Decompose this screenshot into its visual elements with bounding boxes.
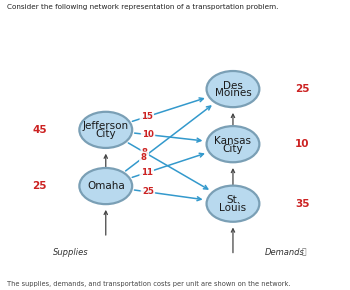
Text: 15: 15	[141, 112, 153, 121]
Text: Omaha: Omaha	[87, 181, 125, 191]
Text: Demands: Demands	[265, 248, 304, 257]
Circle shape	[79, 112, 132, 148]
Text: Kansas: Kansas	[215, 136, 251, 146]
Text: City: City	[96, 129, 116, 139]
Text: Jefferson: Jefferson	[83, 121, 129, 131]
Text: 25: 25	[33, 181, 47, 191]
Circle shape	[206, 186, 259, 222]
Text: Des: Des	[223, 81, 243, 90]
Circle shape	[79, 168, 132, 204]
Text: 10: 10	[142, 130, 154, 139]
Text: 8: 8	[142, 148, 148, 157]
Text: Moines: Moines	[215, 88, 251, 99]
Circle shape	[206, 126, 259, 162]
Text: City: City	[223, 144, 243, 154]
Text: Louis: Louis	[219, 203, 246, 213]
Text: St.: St.	[226, 195, 240, 205]
Circle shape	[206, 71, 259, 107]
Text: 10: 10	[295, 139, 309, 149]
Text: Consider the following network representation of a transportation problem.: Consider the following network represent…	[7, 4, 278, 10]
Text: 25: 25	[295, 84, 309, 94]
Text: The supplies, demands, and transportation costs per unit are shown on the networ: The supplies, demands, and transportatio…	[7, 280, 290, 287]
Text: 45: 45	[33, 125, 47, 135]
Text: Supplies: Supplies	[52, 248, 88, 257]
Text: 25: 25	[142, 187, 154, 196]
Text: 8: 8	[140, 153, 146, 162]
Text: ⓘ: ⓘ	[301, 248, 306, 257]
Text: 11: 11	[141, 168, 153, 177]
Text: 35: 35	[295, 199, 309, 209]
